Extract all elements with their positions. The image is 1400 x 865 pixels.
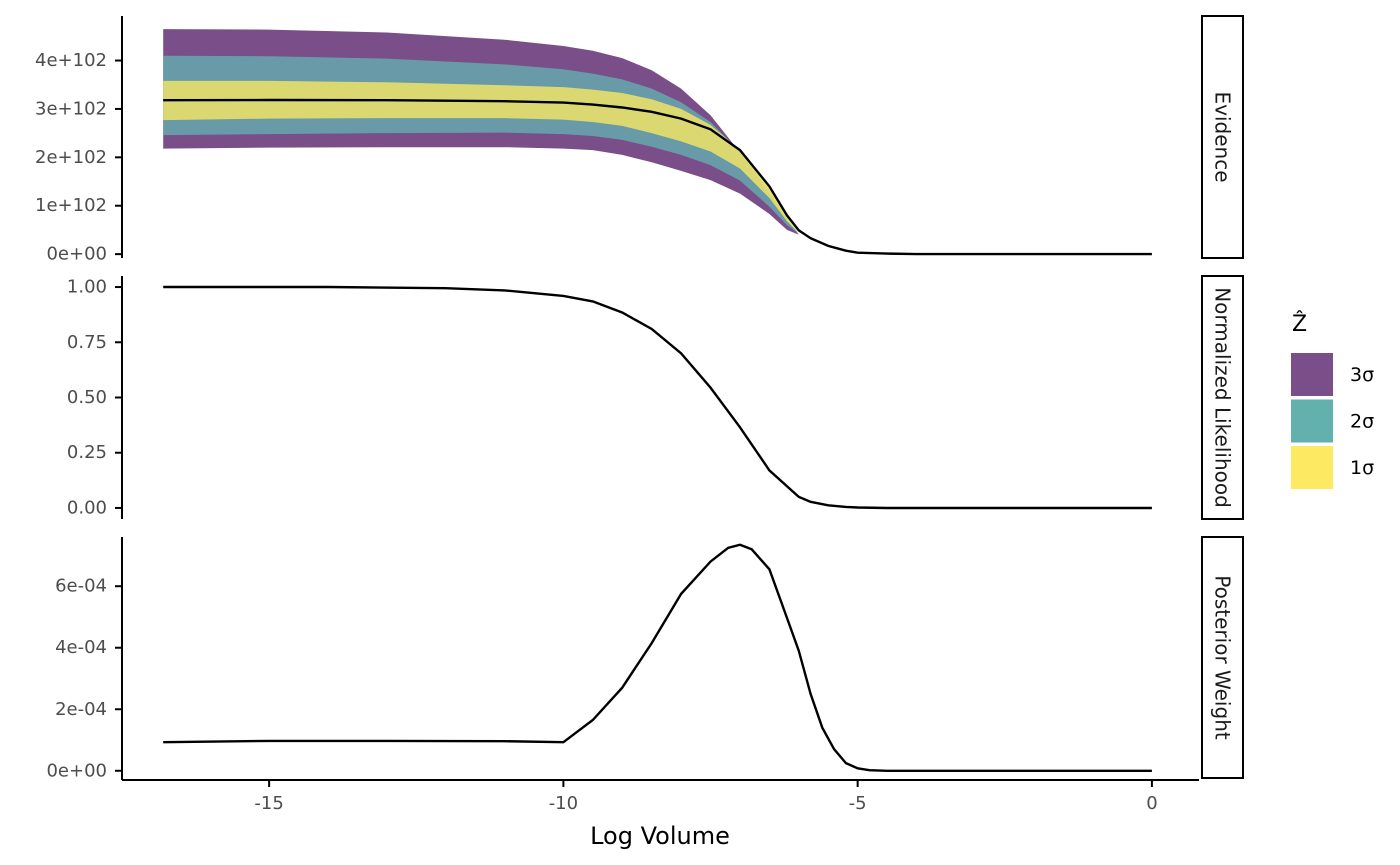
evidence-y-tick-label: 0e+00 [46,244,107,265]
panel-evidence: 0e+00 1e+102 2e+102 3e+102 4e+102 Evidence [35,15,1244,265]
legend-key-swatch [1291,353,1333,396]
evidence-strip-label: Evidence [1211,91,1235,182]
likelihood-strip-label: Normalized Likelihood [1211,287,1235,508]
likelihood-y-ticks: 0.00 0.25 0.50 0.75 1.00 [67,277,122,518]
posterior-y-tick-label: 6e-04 [55,576,107,597]
evidence-line [163,98,1152,256]
legend: Ẑ 3σ 2σ 1σ [1291,311,1374,489]
posterior-line [163,543,1152,772]
likelihood-strip-border [1201,275,1244,520]
likelihood-y-tick-label: 0.25 [67,442,107,463]
evidence-y-tick-label: 2e+102 [35,147,107,168]
x-axis-title: Log Volume [590,822,730,850]
posterior-y-tick-label: 2e-04 [55,699,107,720]
legend-key-label: 1σ [1350,457,1374,479]
panel-posterior-weight: 0e+00 2e-04 4e-04 6e-04 Posterior Weight [46,536,1244,781]
posterior-y-tick-label: 0e+00 [46,760,107,781]
posterior-y-ticks: 0e+00 2e-04 4e-04 6e-04 [46,576,122,781]
evidence-y-tick-label: 1e+102 [35,195,107,216]
posterior-strip [1201,536,1244,779]
likelihood-y-tick-label: 0.75 [67,332,107,353]
x-tick-label: 0 [1146,793,1157,814]
x-ticks: -15 -10 -5 0 [254,780,1158,814]
likelihood-line [163,285,1152,510]
evidence-y-tick-label: 3e+102 [35,98,107,119]
likelihood-strip [1202,276,1243,519]
legend-key-swatch [1291,399,1333,443]
evidence-bands [163,29,799,235]
likelihood-y-tick-label: 1.00 [67,277,107,298]
x-tick-label: -15 [254,793,283,814]
likelihood-strip-clip: Normalized Likelihood [1202,276,1243,519]
x-tick-label: -10 [549,793,578,814]
band-1sigma [163,80,799,233]
likelihood-y-tick-label: 0.50 [67,387,107,408]
legend-key-label: 2σ [1350,411,1374,433]
posterior-y-tick-label: 4e-04 [55,637,107,658]
legend-keys: 3σ 2σ 1σ [1291,353,1374,489]
legend-key-swatch [1291,446,1333,489]
x-axis: -15 -10 -5 0 Log Volume [122,779,1199,850]
evidence-y-tick-label: 4e+102 [35,50,107,71]
likelihood-y-tick-label: 0.00 [67,497,107,518]
x-tick-label: -5 [849,793,867,814]
evidence-strip [1201,15,1244,259]
legend-key-label: 3σ [1350,364,1374,386]
posterior-strip-label: Posterior Weight [1211,575,1235,740]
legend-title: Ẑ [1292,311,1307,337]
panel-normalized-likelihood: 0.00 0.25 0.50 0.75 1.00 Normalized Likeliho… [67,275,1244,520]
evidence-y-ticks: 0e+00 1e+102 2e+102 3e+102 4e+102 [35,50,122,265]
